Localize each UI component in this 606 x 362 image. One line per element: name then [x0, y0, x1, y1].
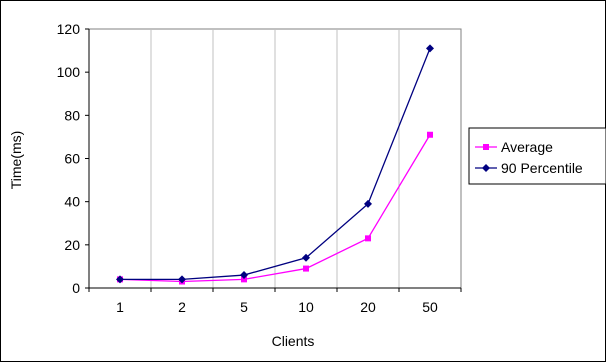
data-point-average — [427, 131, 433, 138]
y-tick-label: 120 — [57, 21, 81, 37]
x-axis-title: Clients — [272, 333, 315, 349]
y-tick-label: 60 — [64, 151, 80, 167]
x-ticks: 1 2 5 10 20 50 — [88, 288, 462, 315]
legend-marker — [483, 144, 489, 150]
data-point-90-percentile — [240, 271, 248, 280]
x-tick-label: 2 — [178, 299, 186, 315]
legend-label: Average — [501, 139, 553, 155]
data-point-90-percentile — [364, 199, 372, 208]
data-point-90-percentile — [302, 253, 310, 262]
y-axis-title: Time(ms) — [8, 131, 24, 190]
legend: Average 90 Percentile — [468, 127, 606, 185]
y-tick-label: 40 — [64, 194, 80, 210]
legend-entry-90-percentile: 90 Percentile — [475, 160, 583, 176]
series — [116, 44, 434, 285]
y-tick-label: 0 — [72, 280, 80, 296]
series-line-average — [119, 134, 431, 283]
data-point-90-percentile — [426, 44, 434, 53]
data-point-average — [241, 276, 247, 283]
legend-label: 90 Percentile — [501, 160, 583, 176]
data-point-90-percentile — [116, 275, 124, 284]
series-90-percentile — [116, 44, 434, 284]
data-point-90-percentile — [178, 275, 186, 284]
data-point-average — [365, 235, 371, 242]
legend-box — [468, 127, 606, 185]
legend-entry-average: Average — [475, 139, 553, 155]
gridlines — [150, 29, 400, 288]
data-point-average — [303, 265, 309, 272]
y-tick-label: 80 — [64, 107, 80, 123]
x-tick-label: 5 — [240, 299, 248, 315]
x-tick-label: 50 — [422, 299, 438, 315]
x-tick-label: 10 — [298, 299, 314, 315]
x-tick-label: 20 — [360, 299, 376, 315]
y-tick-label: 100 — [57, 64, 81, 80]
y-tick-label: 20 — [64, 237, 80, 253]
series-line-90-percentile — [120, 48, 431, 281]
y-ticks: 0 20 40 60 80 100 120 — [57, 21, 89, 296]
legend-marker — [482, 164, 490, 172]
x-tick-label: 1 — [116, 299, 124, 315]
